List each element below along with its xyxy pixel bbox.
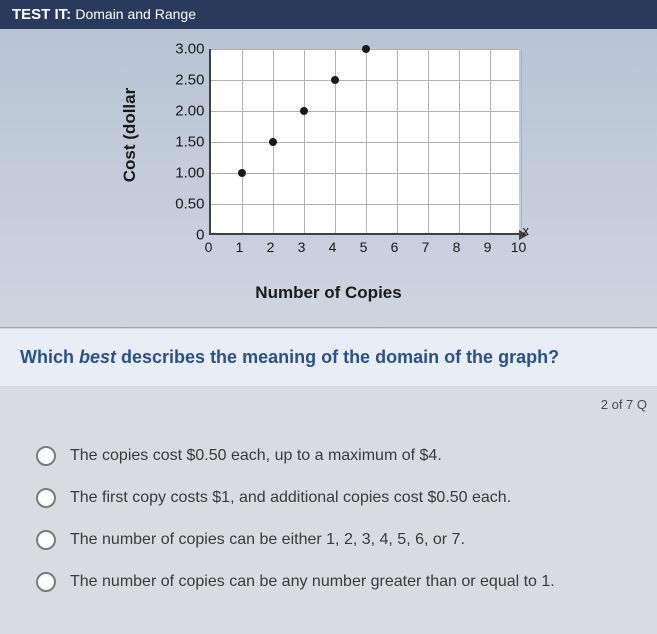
y-tick-label: 2.50 <box>161 72 205 89</box>
y-tick-label: 3.00 <box>161 41 205 58</box>
question-prefix: Which <box>20 347 79 367</box>
y-tick-label: 0.50 <box>161 196 205 213</box>
graph-panel: Cost (dollar x 0 0.50 1.00 1.50 2.00 2.50 3.00… <box>0 29 657 328</box>
data-point <box>238 169 246 177</box>
data-point <box>331 76 339 84</box>
y-tick-label: 0 <box>161 227 205 244</box>
data-point <box>300 107 308 115</box>
radio-icon[interactable] <box>36 446 56 466</box>
y-tick-label: 1.00 <box>161 165 205 182</box>
grid-line-h <box>211 173 519 174</box>
grid-line-h <box>211 204 519 205</box>
x-tick-label: 4 <box>329 239 337 255</box>
x-axis-marker: x <box>523 223 530 238</box>
grid-line-v <box>242 49 243 233</box>
radio-icon[interactable] <box>36 572 56 592</box>
y-axis-label: Cost (dollar <box>120 88 140 182</box>
options-list: The copies cost $0.50 each, up to a maxi… <box>0 416 657 634</box>
answer-option[interactable]: The number of copies can be any number g… <box>36 572 621 592</box>
header-prefix: TEST IT: <box>12 6 71 23</box>
grid-line-v <box>459 49 460 233</box>
data-point <box>269 138 277 146</box>
grid-line-v <box>428 49 429 233</box>
x-tick-label: 7 <box>422 239 430 255</box>
radio-icon[interactable] <box>36 530 56 550</box>
test-header: TEST IT: Domain and Range <box>0 0 657 29</box>
header-title: Domain and Range <box>75 6 196 22</box>
answer-option[interactable]: The number of copies can be either 1, 2,… <box>36 530 621 550</box>
answer-option[interactable]: The copies cost $0.50 each, up to a maxi… <box>36 446 621 466</box>
grid-line-h <box>211 111 519 112</box>
x-tick-label: 8 <box>453 239 461 255</box>
grid-line-v <box>366 49 367 233</box>
question-emph: best <box>79 347 116 367</box>
progress-indicator: 2 of 7 Q <box>0 387 657 416</box>
x-tick-label: 3 <box>298 239 306 255</box>
question-bar: Which best describes the meaning of the … <box>0 328 657 387</box>
radio-icon[interactable] <box>36 488 56 508</box>
option-text: The number of copies can be any number g… <box>70 573 555 591</box>
data-point <box>362 45 370 53</box>
grid-line-v <box>521 49 522 233</box>
grid-line-v <box>490 49 491 233</box>
option-text: The copies cost $0.50 each, up to a maxi… <box>70 447 442 465</box>
y-tick-label: 1.50 <box>161 134 205 151</box>
option-text: The number of copies can be either 1, 2,… <box>70 531 465 549</box>
x-axis-label: Number of Copies <box>0 283 657 303</box>
grid-line-h <box>211 142 519 143</box>
x-tick-label: 6 <box>391 239 399 255</box>
option-text: The first copy costs $1, and additional … <box>70 489 511 507</box>
x-tick-label: 5 <box>360 239 368 255</box>
question-suffix: describes the meaning of the domain of t… <box>116 347 559 367</box>
x-tick-label: 2 <box>267 239 275 255</box>
y-tick-label: 2.00 <box>161 103 205 120</box>
question-text: Which best describes the meaning of the … <box>20 347 637 368</box>
x-tick-label: 0 <box>205 239 213 255</box>
grid-line-h <box>211 80 519 81</box>
grid-line-v <box>304 49 305 233</box>
answer-option[interactable]: The first copy costs $1, and additional … <box>36 488 621 508</box>
x-tick-label: 9 <box>484 239 492 255</box>
grid-line-v <box>397 49 398 233</box>
x-tick-label: 1 <box>236 239 244 255</box>
x-tick-label: 10 <box>511 239 527 255</box>
graph-wrap: Cost (dollar x 0 0.50 1.00 1.50 2.00 2.50 3.00… <box>89 39 569 279</box>
scatter-plot <box>209 49 519 235</box>
